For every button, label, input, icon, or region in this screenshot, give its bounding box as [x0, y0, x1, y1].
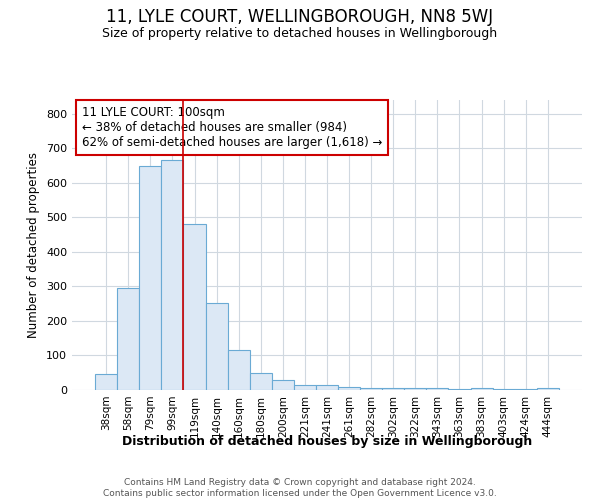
Text: Contains HM Land Registry data © Crown copyright and database right 2024.
Contai: Contains HM Land Registry data © Crown c… — [103, 478, 497, 498]
Bar — [493, 389, 515, 390]
Bar — [294, 385, 316, 390]
Bar — [250, 372, 272, 390]
Y-axis label: Number of detached properties: Number of detached properties — [28, 152, 40, 338]
Text: 11 LYLE COURT: 100sqm
← 38% of detached houses are smaller (984)
62% of semi-det: 11 LYLE COURT: 100sqm ← 38% of detached … — [82, 106, 383, 149]
Bar — [206, 302, 227, 390]
Bar — [272, 380, 294, 390]
Bar — [427, 388, 448, 390]
Bar — [360, 388, 382, 390]
Bar — [95, 374, 117, 390]
Bar — [338, 386, 360, 390]
Bar — [404, 388, 427, 390]
Bar — [382, 388, 404, 390]
Bar — [184, 224, 206, 390]
Bar — [227, 350, 250, 390]
Text: 11, LYLE COURT, WELLINGBOROUGH, NN8 5WJ: 11, LYLE COURT, WELLINGBOROUGH, NN8 5WJ — [106, 8, 494, 26]
Text: Size of property relative to detached houses in Wellingborough: Size of property relative to detached ho… — [103, 28, 497, 40]
Bar — [316, 385, 338, 390]
Bar — [117, 288, 139, 390]
Bar — [470, 388, 493, 390]
Bar — [537, 388, 559, 390]
Text: Distribution of detached houses by size in Wellingborough: Distribution of detached houses by size … — [122, 435, 532, 448]
Bar — [515, 389, 537, 390]
Bar — [161, 160, 184, 390]
Bar — [448, 389, 470, 390]
Bar — [139, 166, 161, 390]
